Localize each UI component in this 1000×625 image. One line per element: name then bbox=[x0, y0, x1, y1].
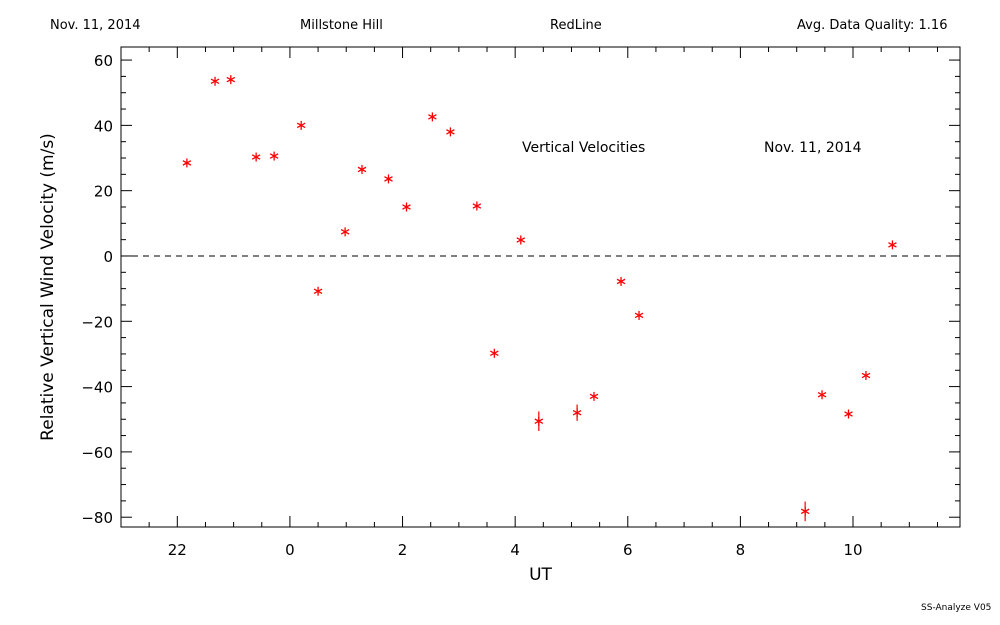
x-tick-label: 2 bbox=[398, 541, 408, 559]
data-point bbox=[589, 391, 599, 401]
data-point bbox=[490, 348, 499, 358]
header-site: Millstone Hill bbox=[300, 18, 383, 33]
data-point bbox=[269, 151, 279, 161]
data-point bbox=[516, 235, 526, 245]
data-point bbox=[296, 120, 306, 130]
x-tick-label: 8 bbox=[736, 541, 746, 559]
x-tick-label: 10 bbox=[843, 541, 862, 559]
y-tick-label: 20 bbox=[94, 183, 113, 201]
x-tick-label: 4 bbox=[510, 541, 520, 559]
x-axis-title: UT bbox=[529, 565, 552, 585]
data-point bbox=[616, 276, 626, 286]
footer-version: SS-Analyze V05 bbox=[921, 603, 992, 613]
data-point bbox=[384, 174, 393, 184]
y-axis-title: Relative Vertical Wind Velocity (m/s) bbox=[38, 133, 58, 441]
data-point bbox=[844, 409, 853, 419]
data-point bbox=[313, 286, 323, 296]
x-tick-label: 22 bbox=[168, 541, 187, 559]
header-quality: Avg. Data Quality: 1.16 bbox=[797, 18, 948, 33]
data-point bbox=[446, 127, 455, 137]
data-point bbox=[534, 411, 544, 431]
y-tick-label: −20 bbox=[81, 313, 113, 331]
data-point bbox=[472, 201, 482, 211]
data-point bbox=[888, 240, 897, 250]
data-point bbox=[800, 501, 810, 522]
data-point bbox=[182, 158, 192, 168]
data-point bbox=[634, 310, 644, 320]
header-date: Nov. 11, 2014 bbox=[50, 18, 141, 33]
data-point bbox=[210, 76, 220, 86]
annotation-date: Nov. 11, 2014 bbox=[764, 140, 862, 156]
annotation-vertical-velocities: Vertical Velocities bbox=[522, 140, 645, 156]
plot-frame bbox=[120, 46, 961, 528]
y-tick-label: −60 bbox=[81, 444, 113, 462]
data-point bbox=[226, 75, 236, 85]
y-tick-label: −80 bbox=[81, 509, 113, 527]
y-tick-label: −40 bbox=[81, 379, 113, 397]
y-tick-label: 0 bbox=[103, 248, 113, 266]
data-point bbox=[357, 164, 367, 174]
data-point bbox=[251, 152, 261, 162]
y-tick-label: 60 bbox=[94, 52, 113, 70]
data-point bbox=[817, 390, 827, 400]
x-tick-label: 6 bbox=[623, 541, 633, 559]
data-point bbox=[402, 202, 411, 212]
header-line: RedLine bbox=[550, 18, 602, 33]
data-point bbox=[428, 112, 437, 122]
data-point bbox=[861, 370, 871, 380]
data-point bbox=[572, 404, 582, 421]
x-tick-label: 0 bbox=[285, 541, 295, 559]
data-point bbox=[340, 227, 350, 237]
y-tick-label: 40 bbox=[94, 117, 113, 135]
